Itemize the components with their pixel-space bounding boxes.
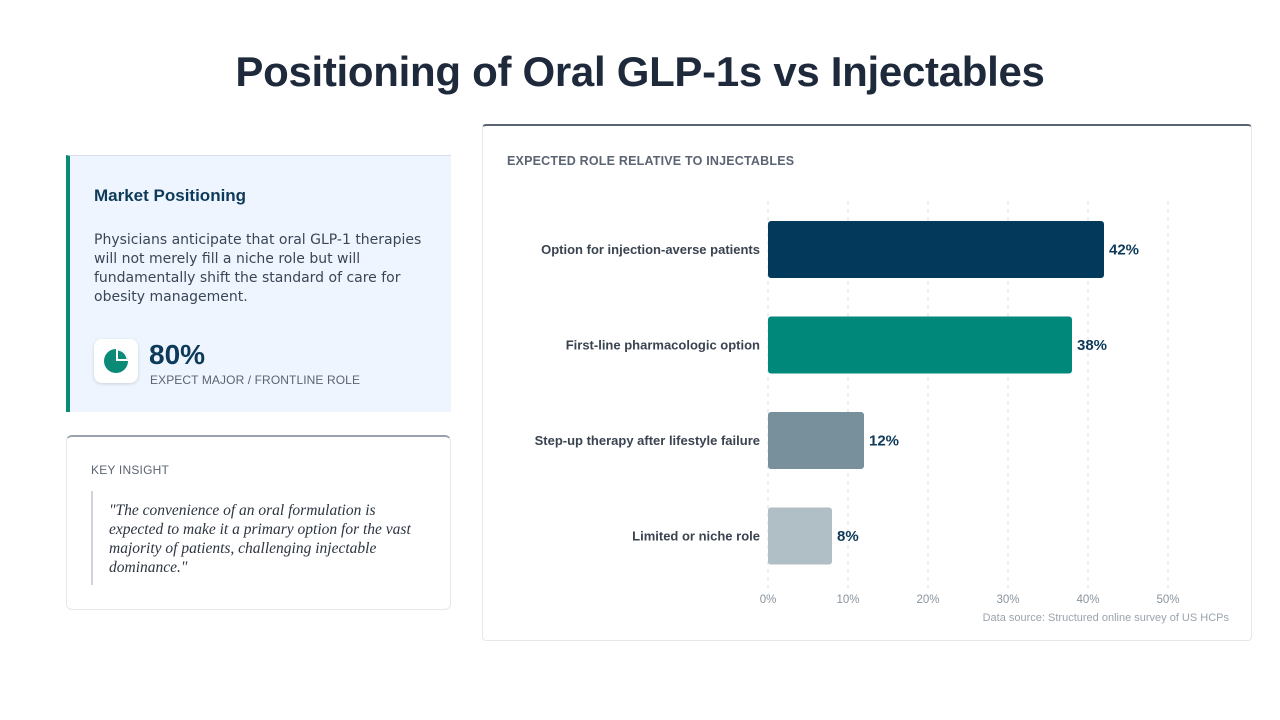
category-label: Option for injection-averse patients xyxy=(541,242,760,257)
bar xyxy=(768,412,864,469)
bar xyxy=(768,316,1072,374)
value-label: 12% xyxy=(869,433,899,450)
quote-divider xyxy=(91,491,93,585)
stat-label: EXPECT MAJOR / FRONTLINE ROLE xyxy=(150,373,361,387)
bar-chart: 0% 10% 20% 30% 40% 50% Option for injection-av… xyxy=(535,201,1180,606)
x-tick-label: 10% xyxy=(836,594,859,606)
x-tick-label: 0% xyxy=(760,594,777,606)
pie-chart-icon xyxy=(94,339,138,383)
value-label: 8% xyxy=(837,528,859,545)
bar xyxy=(768,221,1104,278)
market-positioning-heading: Market Positioning xyxy=(94,186,247,205)
key-insight-heading: KEY INSIGHT xyxy=(91,463,169,477)
stat-value: 80% xyxy=(149,339,206,370)
page-title: Positioning of Oral GLP-1s vs Injectable… xyxy=(235,48,1045,95)
x-tick-label: 50% xyxy=(1156,594,1179,606)
category-label: First-line pharmacologic option xyxy=(566,338,760,353)
category-label: Limited or niche role xyxy=(632,529,760,544)
x-tick-label: 20% xyxy=(916,594,939,606)
value-label: 38% xyxy=(1077,337,1107,354)
chart-card: EXPECTED ROLE RELATIVE TO INJECTABLES 0%… xyxy=(482,124,1252,641)
x-tick-label: 30% xyxy=(996,594,1019,606)
category-label: Step-up therapy after lifestyle failure xyxy=(535,433,760,448)
market-positioning-body: Physicians anticipate that oral GLP-1 th… xyxy=(94,232,422,305)
market-positioning-card: Market Positioning Physicians anticipate… xyxy=(66,155,451,412)
key-insight-quote: "The convenience of an oral formulation … xyxy=(109,502,411,576)
value-label: 42% xyxy=(1109,242,1139,259)
bar xyxy=(768,507,832,565)
chart-heading: EXPECTED ROLE RELATIVE TO INJECTABLES xyxy=(507,154,795,168)
data-source: Data source: Structured online survey of… xyxy=(982,612,1229,624)
key-insight-card: KEY INSIGHT "The convenience of an oral … xyxy=(66,435,451,610)
x-tick-label: 40% xyxy=(1076,594,1099,606)
